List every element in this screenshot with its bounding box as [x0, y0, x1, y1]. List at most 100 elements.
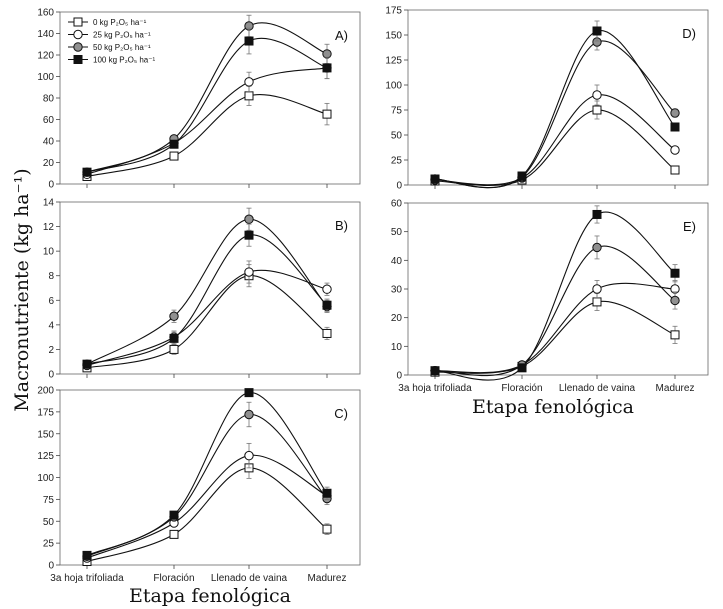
data-point [322, 109, 332, 119]
data-point [430, 174, 440, 184]
y-tick-label: 0 [396, 181, 402, 192]
data-point [169, 510, 179, 520]
y-tick-label: 125 [385, 56, 402, 67]
series-line [434, 245, 676, 377]
data-point [517, 363, 527, 373]
data-point [244, 77, 254, 87]
series-line [86, 454, 328, 559]
data-point [82, 359, 92, 369]
data-point [169, 151, 179, 161]
y-tick-label: 20 [391, 313, 403, 324]
series-black-square [82, 27, 332, 177]
x-tick-label: Llenado de vaina [211, 573, 288, 584]
legend-label: 0 kg P₂O₅ ha⁻¹ [93, 18, 147, 27]
series-line [86, 234, 328, 365]
data-point [592, 26, 602, 36]
series-gray-circle [430, 235, 680, 377]
y-tick-label: 25 [43, 539, 55, 550]
data-point [244, 230, 254, 240]
y-tick-label: 75 [391, 106, 403, 117]
data-point [244, 388, 254, 398]
y-tick-label: 10 [391, 342, 403, 353]
panel-c: 0 25 50 75 100 125 150 175 200 3a hoja trifoliada… [37, 386, 361, 584]
panel-e: 0 10 20 30 40 50 60 3a hoja trifoliada Floración… [391, 199, 709, 394]
y-tick-label: 125 [37, 451, 54, 462]
data-point [670, 108, 680, 118]
y-tick-label: 30 [391, 285, 403, 296]
y-tick-label: 60 [391, 199, 403, 210]
y-tick-label: 120 [37, 51, 54, 62]
data-point [322, 63, 332, 73]
y-tick-label: 6 [48, 296, 54, 307]
y-tick-label: 100 [385, 81, 402, 92]
data-point [430, 366, 440, 376]
series-line [86, 392, 328, 556]
series-line [86, 275, 328, 369]
y-tick-label: 0 [48, 180, 54, 191]
data-point [592, 297, 602, 307]
series-line [86, 269, 328, 366]
data-point [592, 90, 602, 100]
data-point [322, 284, 332, 294]
data-point [169, 333, 179, 343]
y-axis-title: Macronutriente (kg ha⁻¹) [11, 168, 33, 411]
plot-frame [407, 9, 709, 186]
series-line [86, 94, 328, 178]
series-line [434, 109, 676, 186]
data-point [244, 214, 254, 224]
series-line [434, 211, 676, 381]
x-tick-label: Floración [153, 573, 194, 584]
y-tick-label: 0 [48, 561, 54, 572]
y-tick-label: 0 [48, 370, 54, 381]
series-line [86, 37, 328, 173]
series-line [434, 40, 676, 189]
y-tick-label: 14 [43, 198, 55, 209]
series-open-square [430, 292, 680, 377]
x-tick-label: Madurez [308, 573, 347, 584]
y-tick-label: 0 [396, 371, 402, 382]
legend-label: 100 kg P₂O₅ ha⁻¹ [93, 56, 155, 65]
panel-d: 0 25 50 75 100 125 150 175 D) [385, 6, 709, 192]
series-black-square [82, 223, 332, 369]
y-tick-label: 200 [37, 386, 54, 397]
data-point [592, 209, 602, 219]
data-point [517, 171, 527, 181]
y-tick-label: 12 [43, 222, 55, 233]
series-line [86, 413, 328, 557]
series-gray-circle [82, 207, 332, 369]
y-tick-label: 50 [43, 517, 55, 528]
series-open-square [82, 264, 332, 373]
series-line [86, 467, 328, 563]
data-point [670, 122, 680, 132]
y-tick-label: 150 [385, 31, 402, 42]
panel-label: B) [335, 218, 348, 233]
y-tick-label: 4 [48, 320, 54, 331]
series-line [86, 67, 328, 175]
data-point [169, 529, 179, 539]
x-axis-title-left: Etapa fenológica [129, 585, 291, 607]
data-point [169, 139, 179, 149]
y-tick-label: 60 [43, 115, 55, 126]
y-tick-label: 140 [37, 29, 54, 40]
series-gray-circle [82, 401, 332, 561]
series-line [434, 282, 676, 374]
series-black-square [82, 388, 332, 560]
y-tick-label: 20 [43, 158, 55, 169]
panel-label: D) [682, 26, 696, 41]
series-black-square [430, 205, 680, 381]
x-tick-label: 3a hoja trifoliada [50, 573, 124, 584]
series-open-circle [430, 84, 680, 186]
y-tick-label: 100 [37, 473, 54, 484]
data-point [322, 524, 332, 534]
x-tick-label: Madurez [656, 383, 695, 394]
data-point [592, 284, 602, 294]
y-tick-label: 100 [37, 72, 54, 83]
legend: 0 kg P₂O₅ ha⁻¹ 25 kg P₂O₅ ha⁻¹ 50 kg P₂O₅ … [68, 17, 155, 65]
y-tick-label: 150 [37, 429, 54, 440]
y-tick-label: 75 [43, 495, 55, 506]
panel-a: 0 20 40 60 80 100 120 140 160 A) 0 kg P₂O₅ ha⁻¹ 25 … [37, 8, 361, 191]
y-tick-label: 10 [43, 247, 55, 258]
series-black-square [430, 20, 680, 189]
y-tick-label: 80 [43, 94, 55, 105]
